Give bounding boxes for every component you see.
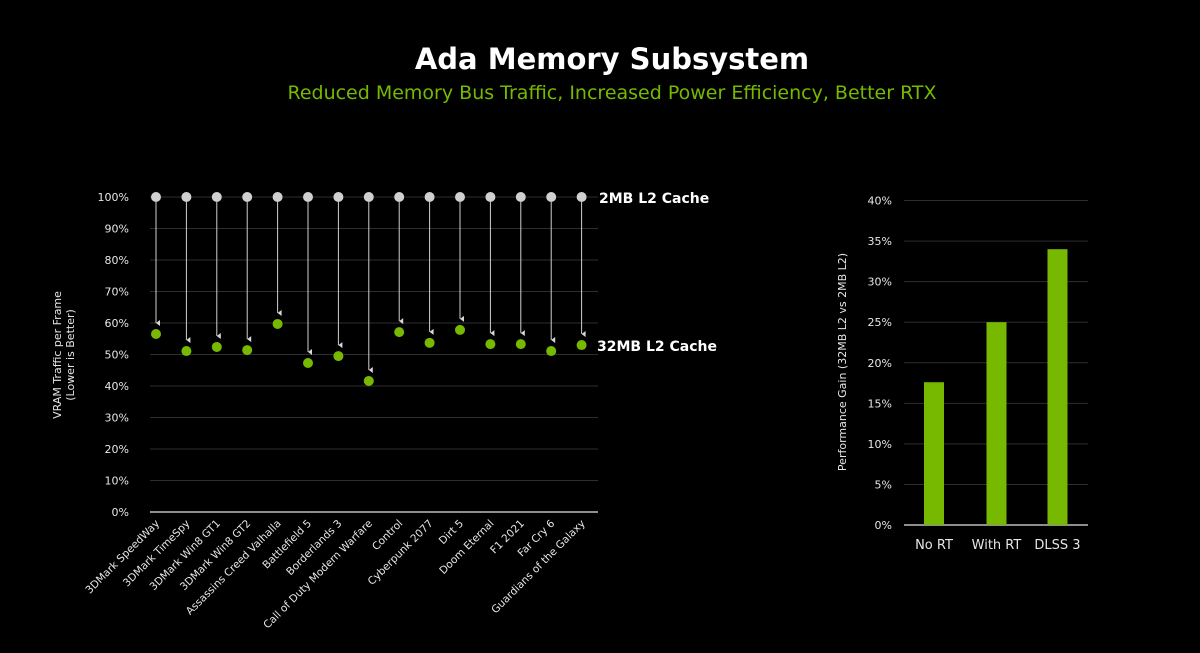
result-dot	[211, 341, 222, 352]
result-dot	[394, 327, 405, 338]
y-tick-label: 60%	[105, 317, 129, 330]
x-tick-label: DLSS 3	[1034, 538, 1080, 553]
y-tick-label: 100%	[98, 191, 129, 204]
result-dot	[546, 346, 557, 357]
y-tick-label: 50%	[105, 349, 129, 362]
data-point-group: Dirt 5	[437, 192, 466, 547]
x-tick-label: With RT	[972, 538, 1022, 553]
result-dot	[333, 351, 344, 362]
y-tick-label: 20%	[105, 443, 129, 456]
y-tick-label: 40%	[105, 380, 129, 393]
legend-2mb: 2MB L2 Cache	[599, 191, 709, 207]
y-tick-label: 25%	[868, 316, 892, 329]
data-point-group: Call of Duty Modern Warfare	[261, 192, 375, 631]
result-dot	[515, 339, 526, 350]
baseline-dot	[394, 192, 405, 202]
y-axis-title: Performance Gain (32MB L2 vs 2MB L2)	[836, 253, 849, 471]
bar	[986, 322, 1007, 525]
bar	[924, 382, 944, 525]
vram-traffic-chart: 0% 10% 20% 30% 40% 50% 60% 70% 80% 90% 100% VRAM Tr…	[51, 191, 717, 631]
y-tick-label: 10%	[105, 475, 129, 488]
y-tick-label: 15%	[868, 397, 892, 410]
baseline-dot	[576, 192, 587, 202]
result-dot	[242, 345, 253, 356]
baseline-dot	[455, 192, 465, 202]
result-dot	[485, 339, 496, 350]
data-point-group: Doom Eternal	[437, 192, 497, 577]
y-tick-label: 30%	[868, 276, 892, 289]
baseline-dot	[272, 192, 283, 202]
y-tick-label: 10%	[868, 438, 892, 451]
y-tick-label: 35%	[868, 235, 892, 248]
baseline-dot	[485, 192, 496, 202]
y-tick-label: 0%	[875, 519, 892, 532]
y-tick-label: 30%	[105, 412, 129, 425]
baseline-dot	[424, 192, 435, 202]
y-tick-label: 80%	[105, 254, 129, 267]
y-axis-title: VRAM Traffic per Frame(Lower is Better)	[51, 291, 77, 419]
y-tick-label: 90%	[105, 223, 129, 236]
data-point-group: Control	[370, 192, 405, 553]
legend-32mb: 32MB L2 Cache	[597, 339, 717, 355]
result-dot	[303, 358, 313, 369]
result-dot	[363, 375, 374, 386]
baseline-dot	[303, 192, 313, 202]
baseline-dot	[151, 192, 161, 202]
result-dot	[455, 324, 465, 335]
baseline-dot	[546, 192, 557, 202]
y-tick-label: 5%	[875, 478, 892, 491]
y-tick-label: 0%	[112, 506, 129, 519]
data-point-group: Far Cry 6	[516, 192, 558, 559]
data-point-group: F1 2021	[488, 192, 527, 556]
result-dot	[181, 346, 192, 357]
result-dot	[272, 318, 283, 329]
data-point-group: 3DMark SpeedWay	[83, 192, 162, 596]
data-point-group: Borderlands 3	[284, 192, 345, 578]
data-point-group: Guardians of the Galaxy	[489, 192, 588, 616]
baseline-dot	[181, 192, 192, 202]
data-point-group: Battlefield 5	[260, 192, 314, 571]
x-tick-label: No RT	[915, 538, 953, 553]
baseline-dot	[333, 192, 344, 202]
baseline-dot	[363, 192, 374, 202]
y-tick-label: 20%	[868, 357, 892, 370]
page-title: Ada Memory Subsystem	[414, 42, 810, 76]
baseline-dot	[515, 192, 526, 202]
result-dot	[576, 340, 587, 351]
performance-gain-chart: 0% 5% 10% 15% 20% 25% 30% 35% 40% Performance Gai…	[836, 195, 1088, 553]
y-tick-label: 40%	[868, 195, 892, 208]
result-dot	[151, 329, 161, 340]
y-tick-label: 70%	[105, 286, 129, 299]
bar	[1047, 249, 1068, 526]
baseline-dot	[242, 192, 253, 202]
page-subtitle: Reduced Memory Bus Traffic, Increased Po…	[287, 82, 937, 104]
baseline-dot	[211, 192, 222, 202]
result-dot	[424, 337, 435, 348]
